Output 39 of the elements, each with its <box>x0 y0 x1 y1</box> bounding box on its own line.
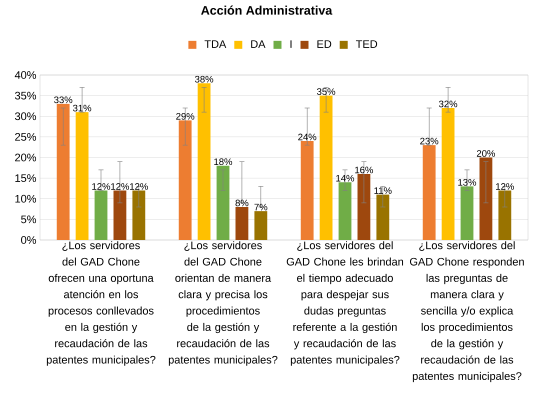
chart-title: Acción Administrativa <box>201 6 332 15</box>
category-label: ¿Los servidores del GAD Chone responden las preguntas de manera clara y sencilla y/o explica los procedimientos de la gestión y recaudación de las patentes municipales? <box>410 241 524 382</box>
data-label: 20% <box>476 150 496 157</box>
legend-label: ED <box>317 40 332 48</box>
x-tick-label: ¿Los servidores del GAD Chone orientan de manera clara y precisa los procedimientos de la gestión y recaudación de las patentes municipales? <box>168 241 278 366</box>
legend-label: TED <box>356 40 378 48</box>
data-label: 8% <box>235 200 248 206</box>
data-label: 16% <box>355 166 374 174</box>
y-tick-label: 5% <box>21 216 36 224</box>
data-label: 14% <box>336 174 354 182</box>
legend-label: TDA <box>204 40 226 48</box>
y-tick-label: 0% <box>21 236 36 244</box>
y-tick-label: 30% <box>14 112 36 120</box>
data-label: 12% <box>92 183 110 190</box>
data-label: 12% <box>496 183 514 190</box>
data-label: 12% <box>130 183 148 190</box>
y-tick-label: 10% <box>15 194 36 203</box>
data-label: 24% <box>298 134 316 140</box>
data-label: 38% <box>194 76 214 83</box>
data-label: 7% <box>254 204 268 210</box>
data-label: 31% <box>72 104 92 112</box>
legend-label: I <box>290 40 292 48</box>
data-label: 29% <box>176 112 194 120</box>
data-label: 18% <box>214 158 232 166</box>
x-tick-label: ¿Los servidores del GAD Chone ofrecen una oportuna atención en los procesos conllevados en la gestión y recaudación de las patentes municipales? <box>46 241 156 366</box>
y-tick-label: 40% <box>14 71 36 79</box>
data-label: 12% <box>111 183 130 190</box>
y-tick-label: 20% <box>15 154 36 162</box>
x-tick-label: ¿Los servidores del GAD Chone les brindan el tiempo adecuado para despejar sus dudas preguntas referente a la gestión y recaudación de las patentes municipales? <box>286 241 404 366</box>
data-label: 33% <box>54 96 72 104</box>
data-label: 32% <box>438 100 458 108</box>
y-tick-label: 25% <box>15 133 36 141</box>
y-tick-label: 15% <box>15 174 36 182</box>
data-label: 11% <box>374 187 392 194</box>
data-label: 23% <box>420 138 438 144</box>
data-label: 13% <box>458 178 476 186</box>
legend-label: DA <box>251 40 266 48</box>
data-label: 35% <box>316 88 336 95</box>
y-tick-label: 35% <box>14 92 36 100</box>
